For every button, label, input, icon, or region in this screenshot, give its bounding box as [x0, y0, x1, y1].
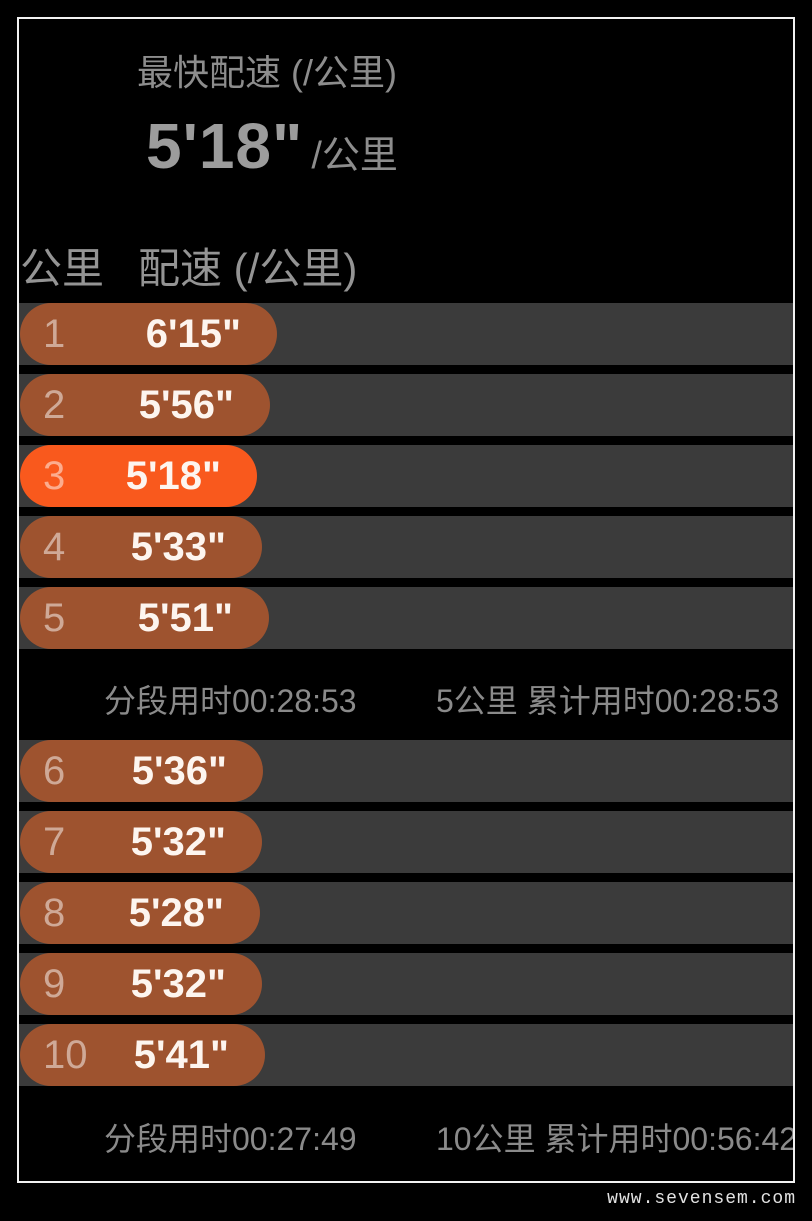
table-header: 公里 配速 (/公里) — [19, 243, 793, 295]
pace-row-10: 10 5'41" — [19, 1024, 793, 1086]
segment-time-label: 分段用时00:27:49 — [104, 1121, 357, 1157]
cumulative-time-label: 10公里 累计用时00:56:42 — [436, 1121, 795, 1157]
pace-bar: 6 5'36" — [20, 740, 263, 802]
column-header-pace: 配速 (/公里) — [138, 245, 358, 292]
pace-row-7: 7 5'32" — [19, 811, 793, 873]
km-number: 2 — [43, 382, 66, 427]
pace-bar: 2 5'56" — [20, 374, 270, 436]
pace-value: 6'15" — [145, 311, 241, 356]
pace-value: 5'36" — [131, 748, 227, 793]
km-number: 1 — [43, 311, 66, 356]
km-number: 4 — [43, 524, 66, 569]
pace-row-1: 1 6'15" — [19, 303, 793, 365]
pace-bar: 9 5'32" — [20, 953, 262, 1015]
cumulative-time-label: 5公里 累计用时00:28:53 — [436, 683, 780, 719]
km-number: 9 — [43, 961, 66, 1006]
pace-rows-group-6-10: 6 5'36" 7 5'32" 8 5'28" 9 5'32" 10 5'41" — [19, 740, 793, 1086]
pace-value: 5'33" — [130, 524, 226, 569]
km-number: 6 — [43, 748, 66, 793]
watermark: www.sevensem.com — [607, 1189, 796, 1209]
pace-bar-fastest: 3 5'18" — [20, 445, 257, 507]
pace-row-2: 2 5'56" — [19, 374, 793, 436]
pace-row-5: 5 5'51" — [19, 587, 793, 649]
km-number: 3 — [43, 453, 66, 498]
pace-row-6: 6 5'36" — [19, 740, 793, 802]
stats-panel: 最快配速 (/公里) 5'18" /公里 公里 配速 (/公里) 1 6'15" 2… — [17, 17, 795, 1183]
km-number: 5 — [43, 595, 66, 640]
fastest-pace-value: 5'18" — [146, 110, 304, 182]
summary-row-10km: 分段用时00:27:49 10公里 累计用时00:56:42 — [19, 1120, 793, 1160]
pace-row-9: 9 5'32" — [19, 953, 793, 1015]
pace-bar: 7 5'32" — [20, 811, 262, 873]
pace-value: 5'32" — [130, 961, 226, 1006]
fastest-pace-title: 最快配速 (/公里) — [137, 52, 397, 93]
pace-value: 5'56" — [138, 382, 234, 427]
fastest-pace-readout: 5'18" /公里 — [146, 103, 398, 189]
pace-value: 5'28" — [128, 890, 224, 935]
pace-bar: 5 5'51" — [20, 587, 269, 649]
pace-bar: 10 5'41" — [20, 1024, 265, 1086]
fastest-pace-unit: /公里 — [311, 135, 398, 177]
summary-row-5km: 分段用时00:28:53 5公里 累计用时00:28:53 — [19, 682, 793, 722]
column-header-km: 公里 — [20, 245, 105, 292]
km-number: 10 — [43, 1032, 88, 1077]
pace-value: 5'18" — [125, 453, 221, 498]
pace-value: 5'51" — [137, 595, 233, 640]
km-number: 7 — [43, 819, 66, 864]
pace-row-3: 3 5'18" — [19, 445, 793, 507]
pace-row-8: 8 5'28" — [19, 882, 793, 944]
pace-bar: 1 6'15" — [20, 303, 277, 365]
pace-value: 5'41" — [133, 1032, 229, 1077]
km-number: 8 — [43, 890, 66, 935]
pace-row-4: 4 5'33" — [19, 516, 793, 578]
segment-time-label: 分段用时00:28:53 — [104, 683, 357, 719]
pace-value: 5'32" — [130, 819, 226, 864]
pace-bar: 8 5'28" — [20, 882, 260, 944]
pace-rows-group-1-5: 1 6'15" 2 5'56" 3 5'18" 4 5'33" 5 5'51" — [19, 303, 793, 649]
pace-bar: 4 5'33" — [20, 516, 262, 578]
